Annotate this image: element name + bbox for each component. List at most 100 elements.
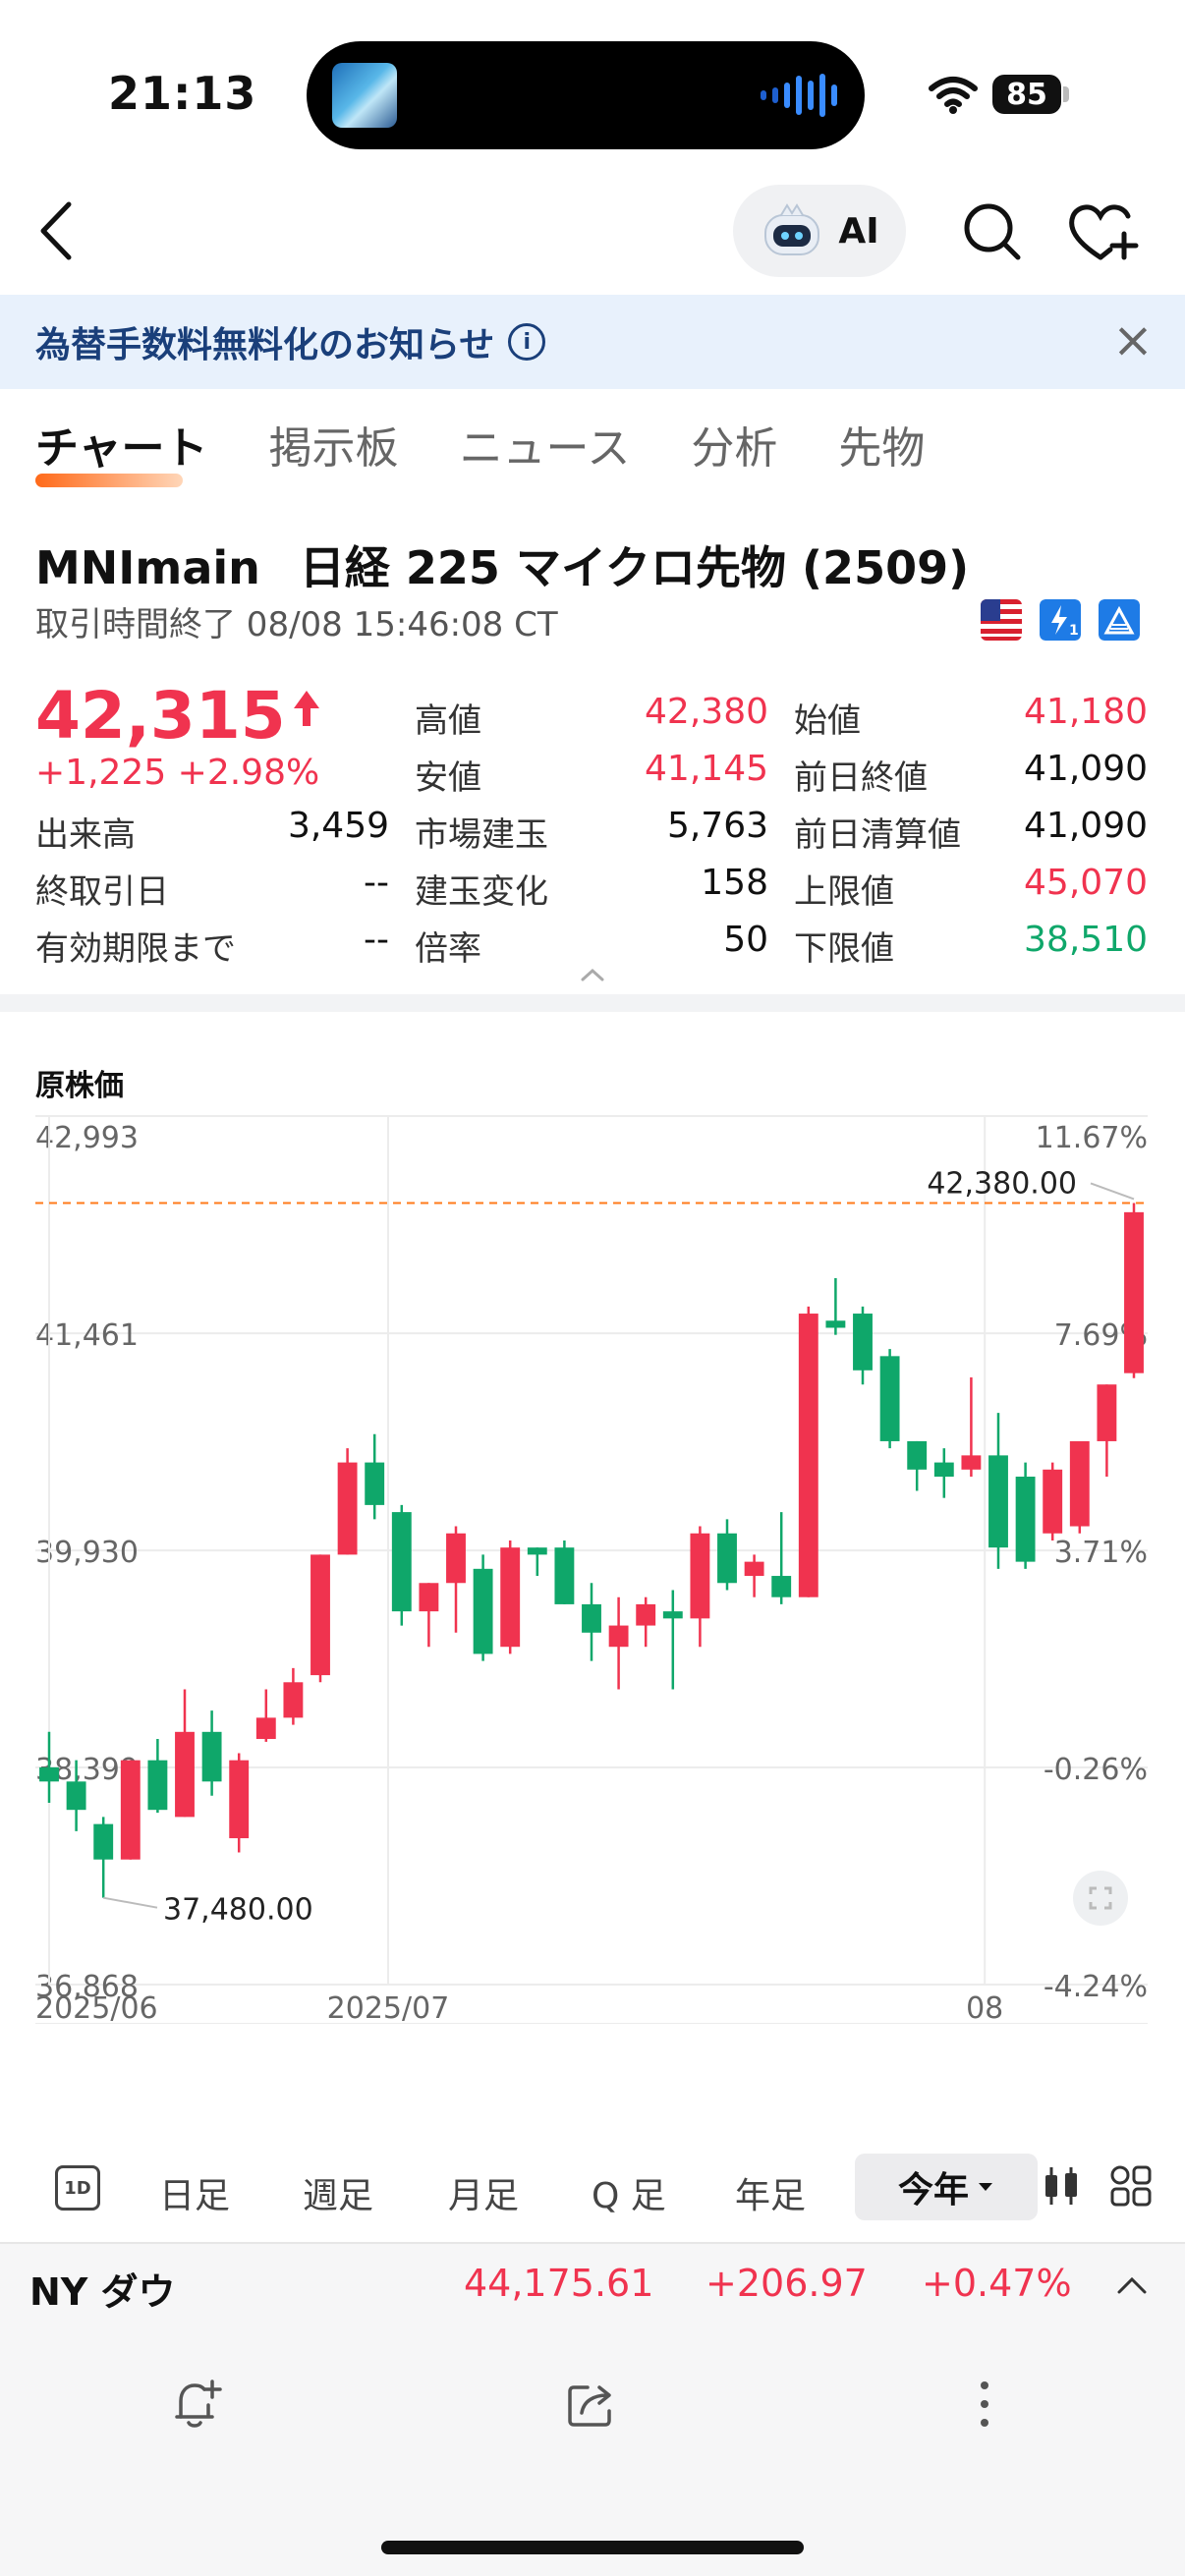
expand-icon (1089, 1886, 1112, 1910)
range-selector-ytd[interactable]: 今年 (855, 2154, 1038, 2220)
interval-quarterly[interactable]: Q 足 (592, 2176, 666, 2216)
y-tick-pct-label: 3.71% (1054, 1536, 1148, 1570)
last-price: 42,315 (35, 678, 323, 754)
dynamic-island (307, 41, 865, 149)
stat-value-prev-settle: 41,090 (1024, 806, 1148, 846)
candle-body (933, 1462, 954, 1478)
y-tick-pct-label: 11.67% (1036, 1121, 1148, 1155)
tab-chart[interactable]: チャート (35, 413, 208, 487)
ticker-divider (0, 2242, 1185, 2244)
tab-board[interactable]: 掲示板 (268, 423, 399, 474)
search-icon[interactable] (961, 200, 1024, 263)
notice-banner[interactable] (0, 295, 1185, 389)
ai-assistant-button[interactable]: AI (733, 185, 906, 277)
share-icon[interactable] (566, 2380, 617, 2429)
svg-text:1: 1 (1069, 623, 1079, 639)
candle-body (255, 1717, 276, 1740)
price-alert-icon[interactable] (173, 2378, 222, 2431)
stat-label-lower-limit: 下限値 (794, 929, 894, 969)
x-tick-label: 2025/07 (327, 1991, 450, 2024)
section-divider (0, 994, 1185, 1012)
interval-monthly[interactable]: 月足 (448, 2176, 520, 2216)
candle-body (608, 1625, 629, 1648)
stat-label-expiry: 有効期限まで (35, 929, 236, 969)
y-tick-label: 36,868 (35, 1970, 139, 2004)
ticker-name[interactable]: NY ダウ (29, 2270, 176, 2314)
info-icon[interactable]: i (508, 323, 546, 361)
candle-body (798, 1314, 818, 1597)
market-depth-icon (1099, 599, 1140, 641)
stat-label-high: 高値 (415, 701, 481, 741)
bottom-panel (0, 2244, 1185, 2576)
expand-ticker-chevron-icon[interactable] (1116, 2275, 1148, 2295)
stat-value-prev-close: 41,090 (1024, 749, 1148, 789)
tab-news[interactable]: ニュース (459, 423, 631, 474)
tab-analysis[interactable]: 分析 (691, 423, 778, 474)
candle-body (391, 1512, 412, 1612)
candle-body (120, 1760, 141, 1860)
candle-body (554, 1547, 575, 1604)
candlestick-chart[interactable]: 42,993 11.67%41,461 7.69%39,930 3.71%38,399… (0, 1100, 1185, 2024)
collapse-chevron-icon[interactable] (580, 967, 605, 982)
candle-body (419, 1583, 439, 1612)
candle-body (201, 1731, 222, 1782)
interval-1d[interactable]: 1D (55, 2165, 100, 2211)
candle-body (582, 1603, 601, 1633)
chart-type-candle-icon[interactable] (1042, 2161, 1081, 2211)
stat-value-lower-limit: 38,510 (1024, 920, 1148, 960)
candle-body (310, 1554, 330, 1676)
ticker-change: +206.97 (705, 2262, 868, 2305)
y-tick-pct-label: -4.24% (1044, 1970, 1148, 2004)
stat-label-open-interest: 市場建玉 (415, 815, 548, 855)
add-watchlist-icon[interactable] (1067, 200, 1142, 263)
stat-label-open: 始値 (794, 701, 861, 741)
indicators-grid-icon[interactable] (1108, 2163, 1154, 2209)
dropdown-caret-icon (979, 2183, 992, 2191)
candle-body (825, 1320, 846, 1328)
interval-yearly[interactable]: 年足 (735, 2176, 807, 2216)
candle-body (93, 1823, 114, 1860)
more-options-icon[interactable] (975, 2378, 994, 2431)
candle-body (1124, 1211, 1144, 1373)
stat-label-prev-close: 前日終値 (794, 758, 928, 798)
stat-value-high: 42,380 (645, 692, 768, 732)
interval-weekly[interactable]: 週足 (303, 2176, 374, 2216)
y-tick-label: 41,461 (35, 1318, 139, 1353)
interval-selector: 1D 日足 週足 月足 Q 足 年足 今年 (35, 2154, 1165, 2228)
candle-body (473, 1568, 493, 1654)
stat-label-volume: 出来高 (35, 815, 136, 855)
candle-body (527, 1547, 547, 1555)
fullscreen-button[interactable] (1073, 1871, 1128, 1926)
candle-body (907, 1440, 928, 1470)
tab-bar: チャート 掲示板 ニュース 分析 先物 (35, 413, 986, 487)
candle-body (879, 1356, 900, 1441)
chart-title: 原株価 (35, 1069, 124, 1103)
candle-body (1069, 1440, 1090, 1527)
y-tick-pct-label: -0.26% (1044, 1753, 1148, 1787)
close-banner-icon[interactable]: × (1112, 311, 1154, 368)
candle-body (636, 1603, 656, 1626)
battery-indicator: 85 (992, 75, 1061, 114)
wifi-icon (929, 77, 978, 114)
instrument-title: MNImain 日経 225 マイクロ先物 (2509) (35, 532, 969, 597)
stat-label-prev-settle: 前日清算値 (794, 815, 961, 855)
stat-label-oi-change: 建玉変化 (415, 872, 548, 912)
back-arrow-icon[interactable] (35, 200, 75, 261)
stat-value-low: 41,145 (645, 749, 768, 789)
audio-waveform-icon (761, 73, 837, 118)
stat-value-open-interest: 5,763 (666, 806, 768, 846)
trading-status: 取引時間終了 08/08 15:46:08 CT (35, 605, 558, 644)
candle-body (229, 1760, 250, 1839)
stat-value-multiplier: 50 (723, 920, 768, 960)
notice-banner-text[interactable]: 為替手数料無料化のお知らせ i (35, 316, 546, 367)
candle-body (175, 1731, 195, 1818)
active-tab-indicator (35, 474, 183, 487)
price-change: +1,225 +2.98% (35, 753, 320, 793)
tab-futures[interactable]: 先物 (838, 423, 926, 474)
stat-value-volume: 3,459 (287, 806, 389, 846)
candle-body (662, 1611, 683, 1619)
now-playing-artwork (332, 63, 397, 128)
x-tick-label: 08 (966, 1991, 1003, 2024)
home-indicator (381, 2541, 804, 2554)
interval-daily[interactable]: 日足 (159, 2176, 231, 2216)
